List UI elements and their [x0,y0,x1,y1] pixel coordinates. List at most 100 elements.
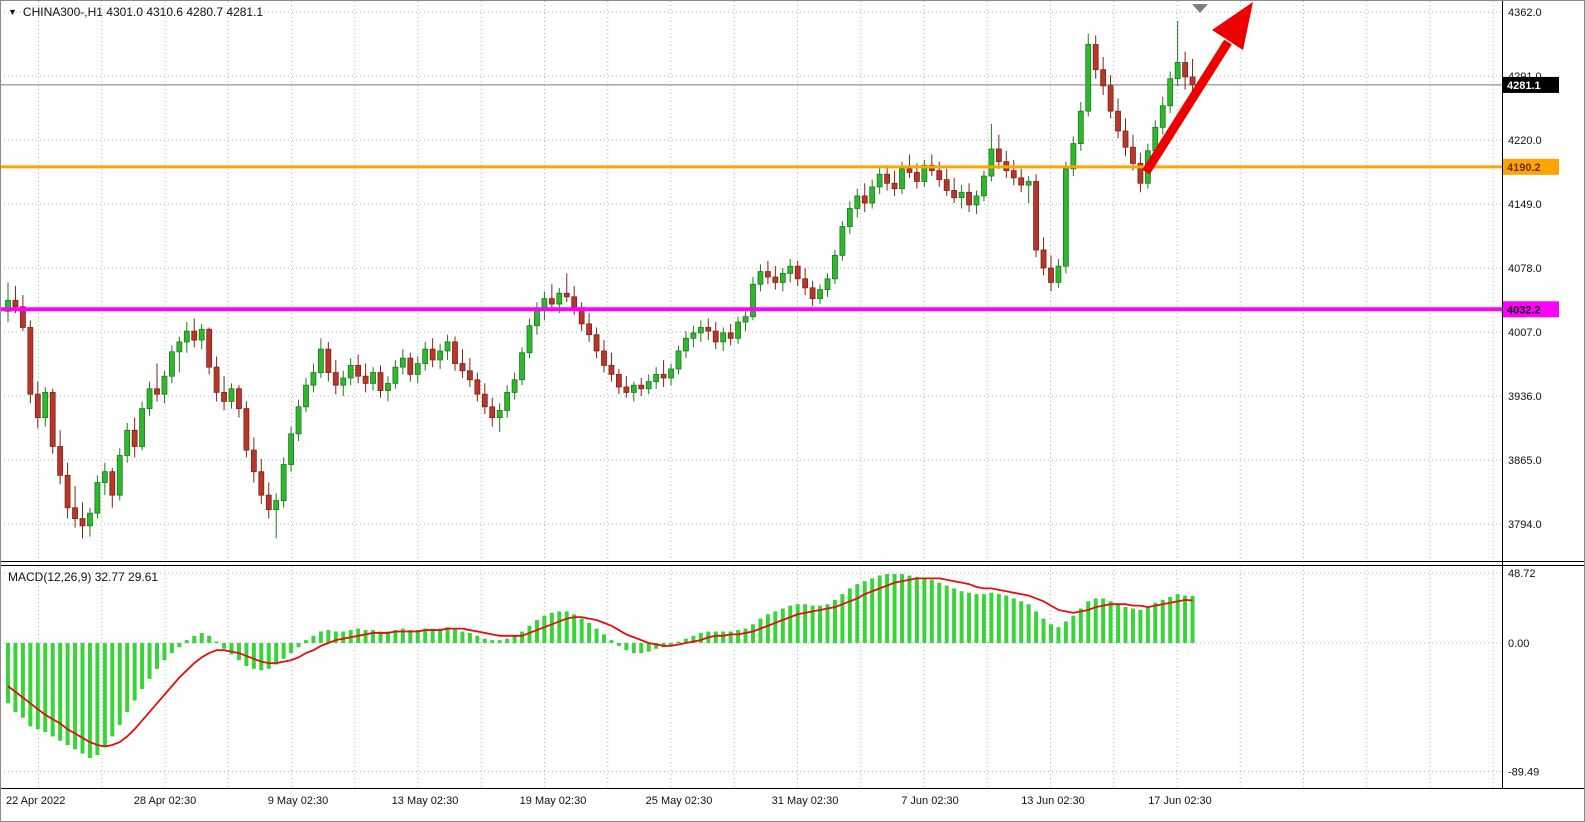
candle-up [876,173,883,188]
macd-histogram-bar [497,640,502,643]
candle-down [1189,76,1196,86]
macd-histogram-bar [1086,601,1091,643]
macd-histogram-bar [631,643,636,654]
macd-histogram-bar [959,591,964,643]
candle-up [742,316,749,323]
macd-histogram-bar [184,640,189,643]
candle-down [109,471,116,496]
macd-histogram-bar [900,574,904,643]
macd-indicator [6,574,1195,758]
macd-histogram-bar [572,614,577,643]
candle-down [1137,163,1144,184]
candle-up [869,186,876,204]
candle-down [154,388,160,395]
candle-up [735,321,741,339]
macd-histogram-bar [974,594,979,643]
candle-down [131,429,138,447]
macd-histogram-bar [512,635,517,643]
macd-histogram-bar [996,594,1001,643]
macd-histogram-bar [475,635,480,643]
macd-histogram-bar [1108,601,1113,643]
support-level-badge [1503,301,1559,318]
annotations[interactable] [1142,2,1253,175]
macd-histogram-bar [609,640,614,643]
macd-histogram-bar [199,632,204,643]
macd-histogram-bar [1004,595,1009,643]
candle-up [303,384,309,408]
candle-down [548,298,555,305]
candle-up [161,375,168,395]
trend-arrow-head[interactable] [1212,2,1253,50]
macd-histogram-bar [922,578,927,643]
candle-up [146,388,153,410]
candle-down [914,172,920,182]
macd-histogram-bar [117,643,122,725]
candle-down [459,363,466,372]
macd-histogram-bar [87,643,92,758]
macd-histogram-bar [557,611,562,643]
candle-down [474,379,481,395]
price-axis[interactable]: 4362.04291.04220.04149.04078.04007.03936… [1503,7,1559,779]
macd-histogram-bar [251,643,256,669]
candle-up [973,195,980,206]
candle-up [832,254,838,280]
candle-up [370,372,376,384]
macd-histogram-bar [1123,607,1128,643]
macd-histogram-bar [58,643,63,741]
candle-up [198,328,205,341]
candle-down [355,364,362,377]
chevron-down-icon[interactable]: ▼ [8,6,17,17]
time-axis-label: 31 May 02:30 [772,795,839,807]
macd-histogram-bar [304,640,308,643]
macd-histogram-bar [110,643,115,737]
macd-histogram-bar [594,628,599,643]
macd-histogram-bar [542,615,547,643]
macd-histogram-bar [266,643,271,669]
macd-histogram-bar [177,643,182,648]
trend-arrow-shaft[interactable] [1142,39,1232,175]
candle-up [288,433,295,465]
candle-up [94,482,101,514]
macd-histogram-bar [698,632,703,643]
time-axis-label: 9 May 02:30 [268,795,329,807]
macd-histogram-bar [1168,597,1173,643]
candle-down [377,372,384,391]
time-axis-label: 22 Apr 2022 [6,795,65,807]
macd-histogram-bar [371,630,376,643]
candle-up [817,289,823,300]
macd-histogram-bar [736,630,741,643]
candle-up [444,341,451,352]
candle-up [124,429,131,456]
time-axis[interactable]: 22 Apr 2022 28 Apr 02:30 9 May 02:30 13 May… [6,795,1212,807]
macd-histogram-bar [877,575,882,643]
macd-histogram-bar [549,612,554,643]
macd-histogram-bar [587,622,592,643]
candle-up [519,352,525,381]
candle-down [57,446,64,476]
candle-up [630,384,637,393]
price-axis-label: 4362.0 [1508,7,1542,19]
macd-histogram-bar [840,594,845,643]
support-level-badge-text: 4032.2 [1507,304,1541,316]
candle-up [295,406,302,435]
price-axis-label: 4007.0 [1508,327,1542,339]
candlestick-series[interactable] [5,21,1196,539]
macd-histogram-bar [296,643,301,648]
macd-histogram-bar [818,605,823,643]
candle-down [660,373,667,379]
macd-histogram-bar [6,643,10,704]
candle-down [250,449,257,473]
macd-histogram-bar [1063,621,1068,643]
candle-down [213,366,220,393]
macd-histogram-bar [423,628,428,643]
macd-histogram-bar [1130,608,1135,643]
chart-shift-icon[interactable] [1192,4,1208,13]
macd-histogram-bar [1071,615,1076,643]
candle-up [1025,181,1032,186]
candle-up [511,379,518,393]
horizontal-level-lines[interactable] [0,165,1502,312]
macd-histogram-bar [1049,624,1053,643]
bid-price-badge-text: 4281.1 [1507,80,1541,92]
